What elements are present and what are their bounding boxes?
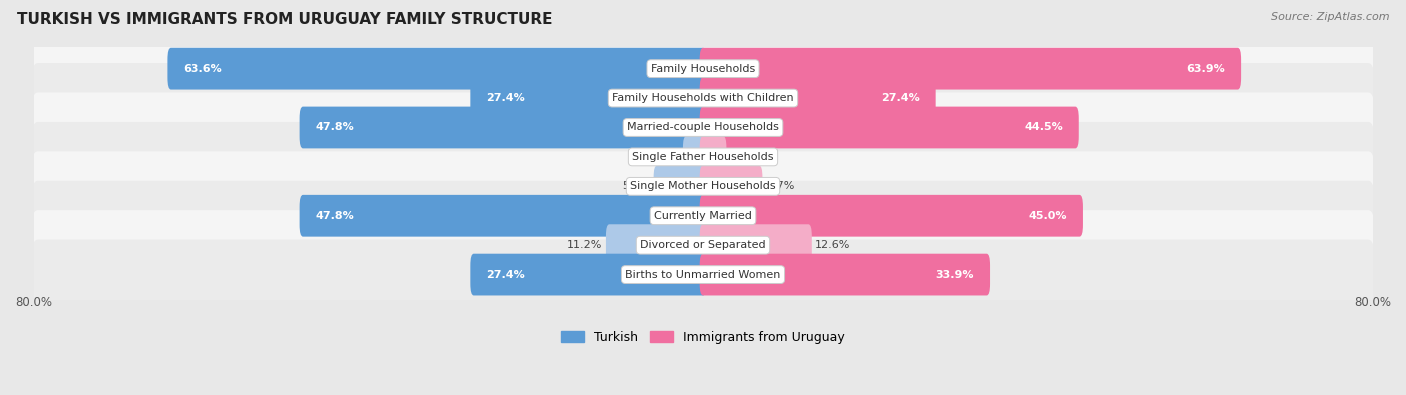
Text: Single Mother Households: Single Mother Households: [630, 181, 776, 191]
Text: 47.8%: 47.8%: [315, 211, 354, 221]
FancyBboxPatch shape: [700, 107, 1078, 149]
Text: 63.9%: 63.9%: [1187, 64, 1225, 73]
FancyBboxPatch shape: [167, 48, 706, 90]
FancyBboxPatch shape: [299, 195, 706, 237]
Text: Married-couple Households: Married-couple Households: [627, 122, 779, 132]
Text: 63.6%: 63.6%: [183, 64, 222, 73]
FancyBboxPatch shape: [700, 48, 1241, 90]
Text: 80.0%: 80.0%: [1354, 296, 1391, 309]
FancyBboxPatch shape: [31, 151, 1375, 221]
Text: TURKISH VS IMMIGRANTS FROM URUGUAY FAMILY STRUCTURE: TURKISH VS IMMIGRANTS FROM URUGUAY FAMIL…: [17, 12, 553, 27]
Text: 2.4%: 2.4%: [730, 152, 758, 162]
FancyBboxPatch shape: [654, 166, 706, 207]
Text: 44.5%: 44.5%: [1024, 122, 1063, 132]
Text: Family Households: Family Households: [651, 64, 755, 73]
Text: Births to Unmarried Women: Births to Unmarried Women: [626, 269, 780, 280]
FancyBboxPatch shape: [471, 77, 706, 119]
Text: Currently Married: Currently Married: [654, 211, 752, 221]
Text: 33.9%: 33.9%: [935, 269, 974, 280]
Text: 6.7%: 6.7%: [766, 181, 794, 191]
FancyBboxPatch shape: [299, 107, 706, 149]
FancyBboxPatch shape: [31, 210, 1375, 280]
Text: 2.0%: 2.0%: [651, 152, 679, 162]
FancyBboxPatch shape: [31, 181, 1375, 251]
Text: 27.4%: 27.4%: [882, 93, 920, 103]
FancyBboxPatch shape: [700, 166, 762, 207]
FancyBboxPatch shape: [31, 240, 1375, 310]
Text: 12.6%: 12.6%: [815, 240, 851, 250]
FancyBboxPatch shape: [31, 63, 1375, 133]
Text: 11.2%: 11.2%: [567, 240, 603, 250]
FancyBboxPatch shape: [606, 224, 706, 266]
Text: 47.8%: 47.8%: [315, 122, 354, 132]
Text: 27.4%: 27.4%: [486, 93, 524, 103]
Text: Divorced or Separated: Divorced or Separated: [640, 240, 766, 250]
Text: Family Households with Children: Family Households with Children: [612, 93, 794, 103]
FancyBboxPatch shape: [700, 224, 811, 266]
FancyBboxPatch shape: [700, 195, 1083, 237]
Text: 45.0%: 45.0%: [1029, 211, 1067, 221]
FancyBboxPatch shape: [683, 136, 706, 178]
Text: 27.4%: 27.4%: [486, 269, 524, 280]
FancyBboxPatch shape: [471, 254, 706, 295]
Text: Single Father Households: Single Father Households: [633, 152, 773, 162]
FancyBboxPatch shape: [700, 136, 727, 178]
Text: 80.0%: 80.0%: [15, 296, 52, 309]
FancyBboxPatch shape: [31, 122, 1375, 192]
Legend: Turkish, Immigrants from Uruguay: Turkish, Immigrants from Uruguay: [557, 326, 849, 349]
FancyBboxPatch shape: [700, 254, 990, 295]
FancyBboxPatch shape: [700, 77, 935, 119]
FancyBboxPatch shape: [31, 34, 1375, 103]
Text: 5.5%: 5.5%: [621, 181, 651, 191]
FancyBboxPatch shape: [31, 92, 1375, 162]
Text: Source: ZipAtlas.com: Source: ZipAtlas.com: [1271, 12, 1389, 22]
